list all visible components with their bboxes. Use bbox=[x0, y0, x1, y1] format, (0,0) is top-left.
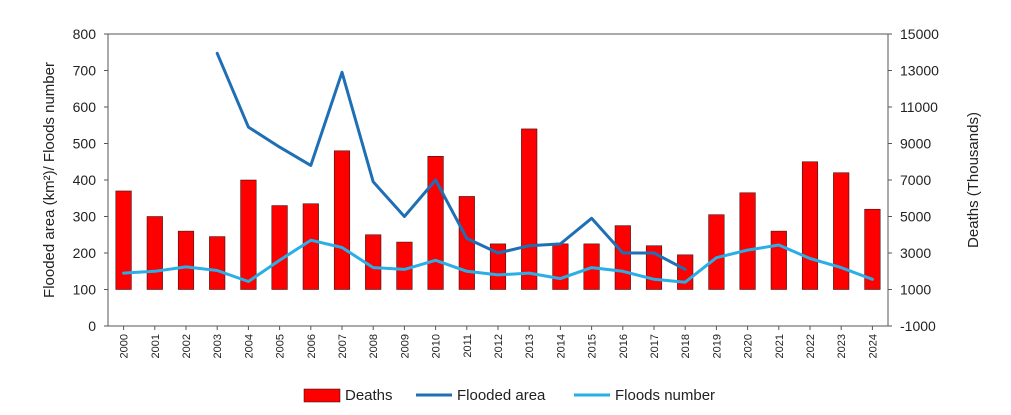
legend-label-floods-number: Floods number bbox=[615, 387, 715, 404]
x-tick-label: 2008 bbox=[368, 334, 380, 358]
legend-swatch-deaths bbox=[303, 388, 341, 403]
y-left-tick-label: 100 bbox=[73, 282, 97, 298]
y-left-tick-label: 600 bbox=[73, 99, 97, 115]
y-right-tick-label: 13000 bbox=[900, 63, 939, 79]
bar-deaths-2022 bbox=[801, 161, 819, 290]
line-floods-number bbox=[122, 238, 874, 284]
bar-deaths-2021 bbox=[770, 230, 787, 290]
y-right-tick-label: 9000 bbox=[900, 136, 931, 152]
y-right-tick-label: 11000 bbox=[900, 99, 938, 115]
x-tick-label: 2017 bbox=[649, 334, 661, 358]
y-right-tick-label: 7000 bbox=[900, 172, 931, 188]
bar-deaths-2024 bbox=[864, 208, 881, 290]
y-right-tick-label: 3000 bbox=[900, 245, 931, 261]
x-tick-label: 2001 bbox=[150, 334, 162, 358]
bar-deaths-2012 bbox=[489, 243, 507, 290]
line-flooded-area bbox=[215, 51, 687, 271]
y-left-tick-label: 200 bbox=[73, 245, 97, 261]
x-tick-label: 2020 bbox=[743, 334, 755, 358]
x-tick-label: 2019 bbox=[711, 334, 723, 358]
bar-deaths-2008 bbox=[365, 234, 382, 290]
x-tick-label: 2000 bbox=[119, 334, 131, 358]
bar-deaths-2011 bbox=[458, 196, 475, 290]
x-tick-label: 2013 bbox=[524, 334, 536, 358]
x-tick-label: 2002 bbox=[181, 334, 193, 358]
x-tick-label: 2014 bbox=[555, 334, 567, 358]
bar-deaths-2013 bbox=[521, 128, 538, 290]
y-axis-right-title: Deaths (Thousands) bbox=[965, 112, 982, 248]
x-tick-label: 2007 bbox=[337, 334, 349, 358]
bar-deaths-2006 bbox=[302, 203, 319, 290]
bar-deaths-2001 bbox=[146, 216, 163, 290]
bar-deaths-2003 bbox=[209, 236, 226, 290]
bar-deaths-2002 bbox=[177, 230, 195, 290]
bar-deaths-2007 bbox=[333, 150, 351, 290]
bar-deaths-2018 bbox=[677, 254, 694, 290]
bar-deaths-2009 bbox=[396, 241, 413, 290]
x-tick-label: 2009 bbox=[399, 334, 411, 358]
x-tick-label: 2024 bbox=[867, 334, 879, 358]
y-axis-left-title: Flooded area (km²)/ Floods number bbox=[41, 62, 58, 298]
y-left-tick-label: 0 bbox=[88, 318, 96, 334]
y-right-tick-label: -1000 bbox=[900, 318, 936, 334]
legend: Deaths Flooded area Floods number bbox=[303, 387, 715, 404]
x-tick-label: 2010 bbox=[431, 334, 443, 358]
x-tick-label: 2016 bbox=[618, 334, 630, 358]
x-tick-label: 2011 bbox=[462, 334, 474, 358]
y-left-tick-label: 300 bbox=[73, 209, 97, 225]
x-tick-label: 2021 bbox=[774, 334, 786, 358]
y-right-tick-label: 1000 bbox=[900, 282, 931, 298]
y-left-tick-label: 500 bbox=[73, 136, 97, 152]
y-left-tick-label: 700 bbox=[73, 63, 97, 79]
x-tick-label: 2006 bbox=[306, 334, 318, 358]
bar-deaths-2010 bbox=[427, 156, 444, 290]
x-tick-label: 2012 bbox=[493, 334, 505, 358]
bar-deaths-2023 bbox=[833, 172, 850, 290]
x-tick-label: 2005 bbox=[275, 334, 287, 358]
bar-deaths-2014 bbox=[552, 243, 569, 290]
bar-deaths-2005 bbox=[271, 205, 288, 290]
x-tick-label: 2003 bbox=[212, 334, 224, 358]
x-tick-label: 2004 bbox=[243, 334, 255, 358]
legend-label-deaths: Deaths bbox=[345, 387, 393, 404]
x-tick-label: 2023 bbox=[836, 334, 848, 358]
bar-deaths-2000 bbox=[115, 190, 132, 290]
bar-deaths-2019 bbox=[708, 214, 725, 290]
y-left-tick-label: 400 bbox=[73, 172, 97, 188]
legend-label-flooded-area: Flooded area bbox=[457, 387, 546, 404]
y-left-tick-label: 800 bbox=[73, 26, 97, 42]
bar-deaths-2004 bbox=[240, 179, 257, 290]
bar-deaths-2016 bbox=[614, 225, 631, 290]
y-right-tick-label: 5000 bbox=[900, 209, 931, 225]
x-tick-label: 2022 bbox=[805, 334, 817, 358]
x-tick-label: 2015 bbox=[587, 334, 599, 358]
bar-deaths-2020 bbox=[739, 192, 756, 290]
x-tick-label: 2018 bbox=[680, 334, 692, 358]
y-right-tick-label: 15000 bbox=[900, 26, 939, 42]
